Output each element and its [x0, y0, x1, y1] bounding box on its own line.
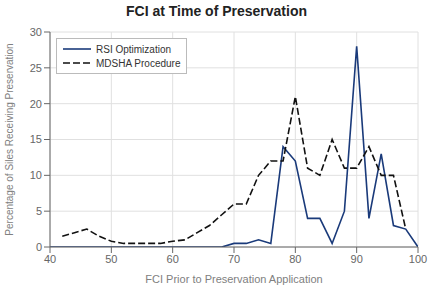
svg-text:0: 0: [36, 241, 42, 253]
svg-text:80: 80: [289, 253, 301, 265]
html-text:MDSHA Procedure: MDSHA Procedure: [96, 57, 181, 69]
svg-text:30: 30: [30, 26, 42, 38]
svg-text:20: 20: [30, 98, 42, 110]
svg-text:5: 5: [36, 205, 42, 217]
svg-text:60: 60: [167, 253, 179, 265]
svg-text:Percentage of Siles Receiving: Percentage of Siles Receiving Preservati…: [8, 43, 15, 235]
html-text:FCI at Time of Preservation: FCI at Time of Preservation: [126, 3, 307, 19]
svg-text:70: 70: [228, 253, 240, 265]
svg-text:25: 25: [30, 62, 42, 74]
svg-text:40: 40: [44, 253, 56, 265]
svg-text:10: 10: [30, 169, 42, 181]
svg-text:FCI Prior to Preservation Appl: FCI Prior to Preservation Application: [145, 273, 322, 285]
html-text:RSI Optimization: RSI Optimization: [96, 43, 171, 55]
svg-text:15: 15: [30, 133, 42, 145]
svg-text:90: 90: [351, 253, 363, 265]
svg-text:50: 50: [105, 253, 117, 265]
svg-text:100: 100: [409, 253, 425, 265]
